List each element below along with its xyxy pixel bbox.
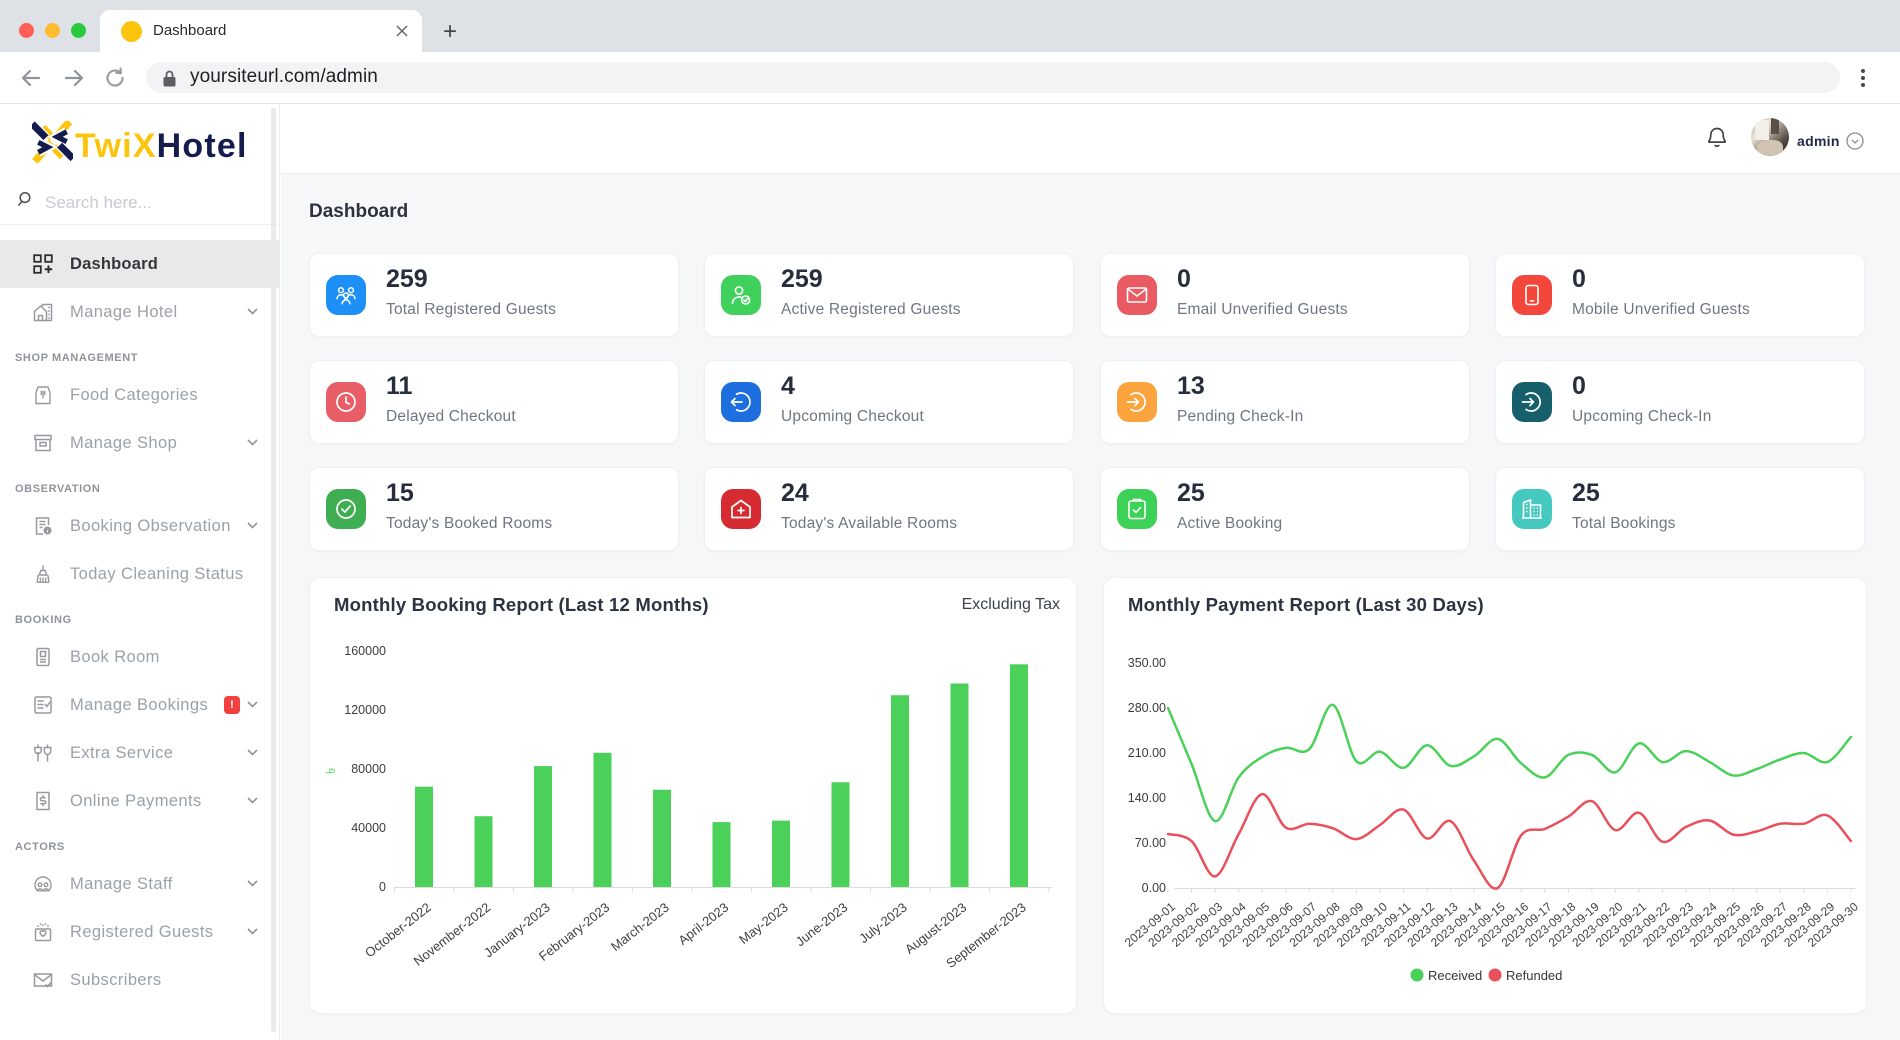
svg-text:80000: 80000	[351, 762, 386, 776]
svg-text:June-2023: June-2023	[793, 900, 851, 950]
svg-text:280.00: 280.00	[1128, 701, 1166, 715]
svg-text:70.00: 70.00	[1135, 836, 1166, 850]
svg-text:120000: 120000	[344, 703, 386, 717]
svg-text:160000: 160000	[344, 644, 386, 658]
svg-text:140.00: 140.00	[1128, 791, 1166, 805]
svg-text:৳: ৳	[323, 768, 338, 774]
svg-text:Received: Received	[1428, 968, 1482, 983]
svg-text:July-2023: July-2023	[856, 900, 910, 947]
svg-text:0: 0	[379, 880, 386, 894]
svg-text:40000: 40000	[351, 821, 386, 835]
svg-text:Refunded: Refunded	[1506, 968, 1562, 983]
svg-text:May-2023: May-2023	[736, 900, 791, 947]
svg-text:March-2023: March-2023	[608, 900, 672, 955]
svg-text:210.00: 210.00	[1128, 746, 1166, 760]
svg-text:April-2023: April-2023	[675, 900, 731, 948]
svg-text:0.00: 0.00	[1142, 881, 1166, 895]
svg-text:350.00: 350.00	[1128, 656, 1166, 670]
